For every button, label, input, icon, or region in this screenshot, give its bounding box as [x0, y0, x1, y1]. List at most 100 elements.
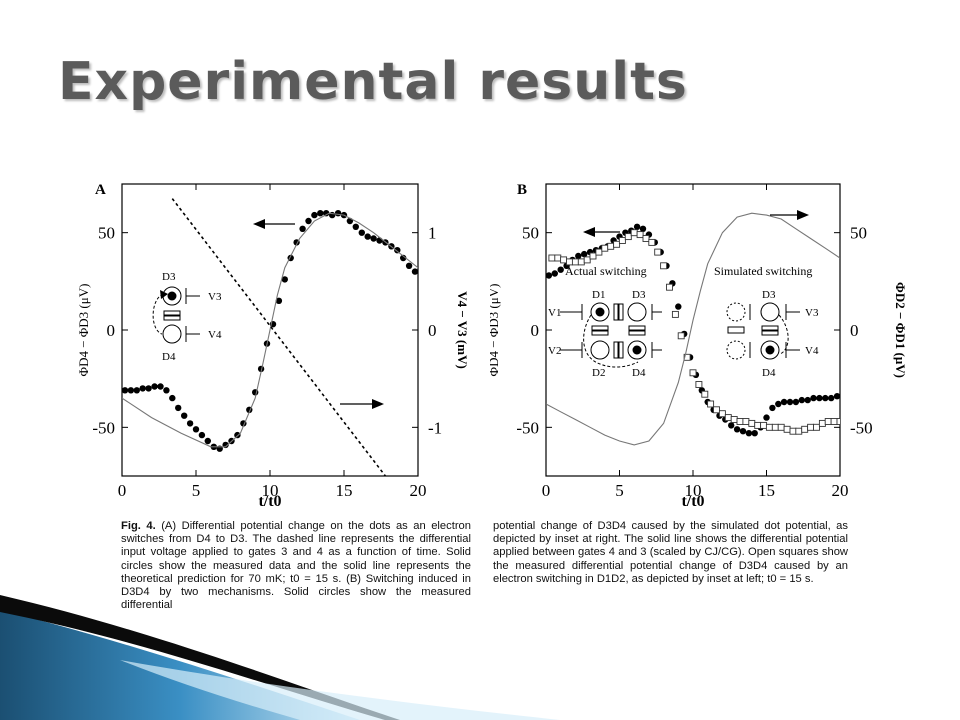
- chart-a-data-point-circle: [317, 210, 324, 217]
- chart-b-data-point-square: [707, 400, 715, 408]
- tick-labels-a: 0 5 10 15 20 -50 0 50 -1 0 1: [92, 224, 442, 500]
- inset-b-left-d2: D2: [592, 367, 605, 379]
- chart-b-data-point-circle: [728, 422, 735, 429]
- chart-a-data-point-circle: [157, 383, 164, 390]
- chart-b-data-point-square: [642, 235, 650, 242]
- chart-b-data-point-square: [677, 332, 685, 340]
- chart-a-dashed-series-line: [171, 198, 387, 476]
- chart-a-data-point-circle: [281, 276, 288, 283]
- chart-b-data-point-square: [736, 418, 744, 425]
- chart-a-svg: 0 5 10 15 20 -50 0 50 -1 0 1 A t/t0 ΦD4 − ΦD3 (μV)…: [76, 182, 470, 510]
- chart-a-data-point-circle: [334, 210, 342, 217]
- chart-b-series-group: [546, 212, 840, 446]
- chart-b-data-point-square: [718, 410, 726, 418]
- chart-a-x-tick-label: 0: [118, 481, 127, 500]
- chart-a-y2-tick-label: 1: [428, 224, 437, 243]
- chart-b-data-point-square: [595, 248, 603, 256]
- chart-b-x-tick-label: 5: [615, 481, 624, 500]
- chart-b-data-point-circle: [810, 394, 817, 402]
- inset-b-left-v1: V1: [548, 307, 561, 319]
- chart-b-y2-tick-label: -50: [850, 418, 873, 437]
- chart-panel-b: 0 5 10 15 20 -50 0 50 -50 0 50 B t/t0 ΦD4 − ΦD3 (μ…: [486, 172, 910, 517]
- inset-b-left: D1 D3 D2 D4 V1 V2: [548, 289, 662, 379]
- chart-b-data-point-square: [630, 229, 638, 237]
- caption-left: Fig. 4. (A) Differential potential chang…: [121, 520, 471, 612]
- chart-b-data-point-square: [671, 310, 679, 318]
- chart-b-data-point-square: [760, 421, 768, 429]
- chart-b-data-point-circle: [786, 398, 794, 406]
- inset-b-left-d3: D3: [632, 289, 646, 301]
- chart-a-data-point-circle: [198, 431, 206, 439]
- chart-b-data-point-circle: [633, 223, 641, 230]
- chart-a-data-point-circle: [133, 387, 140, 394]
- chart-a-data-point-circle: [186, 420, 194, 427]
- chart-b-data-point-square: [607, 242, 615, 250]
- chart-b-data-point-square: [560, 256, 568, 264]
- chart-a-data-point-circle: [192, 426, 200, 433]
- chart-a-x-tick-label: 15: [336, 481, 353, 500]
- chart-b-data-point-square: [783, 425, 791, 433]
- inset-b-right-v3: V3: [805, 307, 819, 319]
- axes-ticks-b: [545, 184, 841, 476]
- chart-b-y2-tick-label: 50: [850, 224, 867, 243]
- caption-right: potential change of D3D4 caused by the s…: [493, 520, 848, 585]
- chart-b-data-point-square: [777, 423, 785, 431]
- chart-b-data-point-square: [583, 256, 591, 264]
- chart-a-x-tick-label: 5: [192, 481, 201, 500]
- chart-b-data-point-square: [830, 418, 838, 425]
- inset-b-right: D3 D4 V3 V4: [726, 289, 819, 379]
- figure-label: Fig. 4.: [121, 520, 156, 532]
- x-axis-label-b: t/t0: [681, 493, 704, 510]
- chart-b-data-point-square: [589, 252, 597, 260]
- chart-a-series-group: [122, 198, 418, 476]
- chart-b-y2-tick-label: 0: [850, 321, 859, 340]
- y-axis-label-b: ΦD4 − ΦD3 (μV): [490, 284, 501, 377]
- annotation-simulated-switching: Simulated switching: [714, 264, 812, 278]
- inset-a: D3 D4 V3 V4: [152, 271, 222, 363]
- chart-b-data-point-circle: [780, 398, 788, 406]
- chart-a-y-tick-label: 50: [98, 224, 115, 243]
- chart-b-data-point-square: [748, 419, 756, 427]
- inset-a-v3: V3: [208, 291, 222, 303]
- chart-a-data-point-circle: [394, 247, 401, 254]
- chart-a-y2-tick-label: 0: [428, 321, 437, 340]
- chart-b-data-point-circle: [833, 393, 840, 400]
- chart-a-data-point-circle: [275, 297, 283, 304]
- chart-a-data-point-circle: [139, 385, 146, 392]
- chart-b-data-point-circle: [639, 225, 647, 232]
- chart-a-data-point-circle: [376, 237, 383, 244]
- inset-b-right-v4: V4: [805, 345, 819, 357]
- chart-b-data-point-circle: [775, 400, 782, 408]
- chart-a-y-tick-label: -50: [92, 418, 115, 437]
- inset-b-left-d4: D4: [632, 367, 646, 379]
- chart-a-data-point-circle: [169, 394, 176, 402]
- chart-b-data-point-circle: [828, 394, 835, 402]
- chart-b-data-point-circle: [798, 396, 805, 404]
- chart-a-data-point-circle: [122, 387, 129, 394]
- chart-b-data-point-square: [795, 427, 803, 435]
- chart-b-y-tick-label: 0: [531, 321, 540, 340]
- marks-b: [546, 212, 840, 446]
- chart-a-data-point-circle: [299, 225, 306, 232]
- annotation-actual-switching: Actual switching: [565, 264, 647, 278]
- chart-b-data-point-circle: [733, 426, 741, 433]
- chart-a-data-point-circle: [370, 235, 377, 242]
- chart-b-x-tick-label: 10: [685, 481, 702, 500]
- chart-b-data-point-square: [636, 231, 644, 239]
- chart-a-data-point-circle: [257, 365, 265, 373]
- chart-b-data-point-circle: [575, 252, 582, 260]
- chart-a-data-point-circle: [305, 217, 312, 225]
- arrow-right-b: [770, 210, 809, 220]
- chart-b-data-point-square: [613, 240, 621, 248]
- chart-b-y-tick-label: 50: [522, 224, 539, 243]
- chart-b-data-point-circle: [804, 396, 811, 404]
- chart-b-data-point-circle: [739, 428, 747, 435]
- chart-b-data-point-square: [660, 262, 668, 270]
- chart-a-data-point-circle: [400, 254, 407, 262]
- chart-b-svg: 0 5 10 15 20 -50 0 50 -50 0 50 B t/t0 ΦD4 − ΦD3 (μ…: [486, 182, 908, 510]
- chart-b-data-point-circle: [763, 414, 770, 421]
- caption-left-text: (A) Differential potential change on the…: [121, 520, 471, 612]
- chart-a-data-point-circle: [323, 210, 330, 217]
- chart-b-data-point-circle: [792, 398, 800, 406]
- y2-axis-label-b: ΦD2 − ΦD1 (μV): [893, 282, 908, 378]
